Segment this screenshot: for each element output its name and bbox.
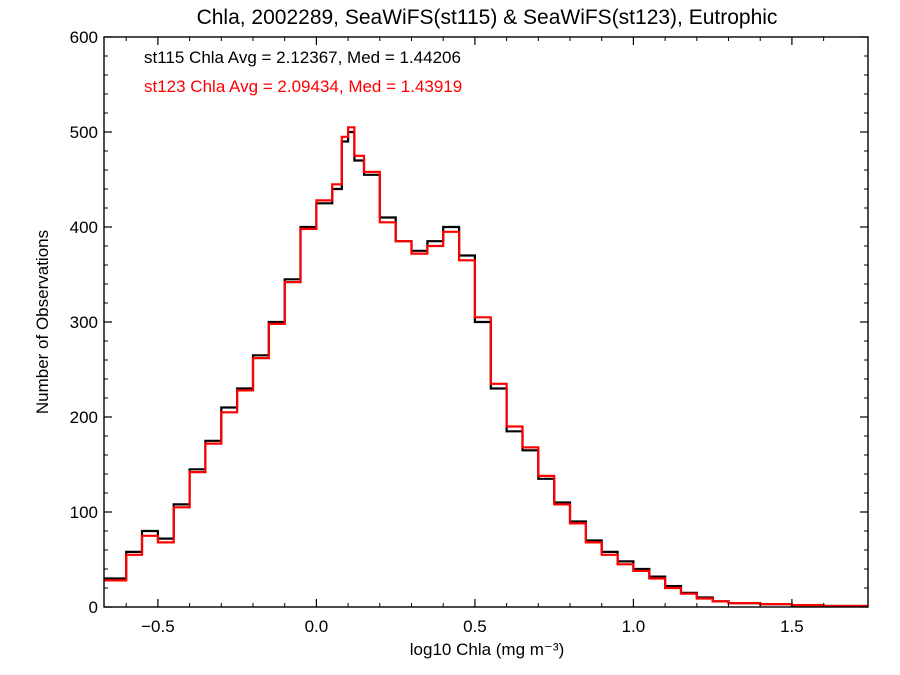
y-tick-label: 300 bbox=[70, 313, 98, 332]
x-tick-label: −0.5 bbox=[141, 617, 175, 636]
x-axis-label: log10 Chla (mg m⁻³) bbox=[410, 640, 564, 659]
series-layer bbox=[104, 126, 868, 608]
series-line-2 bbox=[104, 126, 868, 608]
annotation-st115: st115 Chla Avg = 2.12367, Med = 1.44206 bbox=[144, 48, 461, 67]
plot-frame bbox=[103, 36, 869, 608]
y-axis-label: Number of Observations bbox=[33, 230, 52, 414]
x-tick-label: 0.5 bbox=[463, 617, 487, 636]
series-line-1 bbox=[104, 130, 868, 608]
y-tick-label: 600 bbox=[70, 28, 98, 47]
y-tick-label: 400 bbox=[70, 218, 98, 237]
x-tick-label: 0.0 bbox=[305, 617, 329, 636]
chart-title: Chla, 2002289, SeaWiFS(st115) & SeaWiFS(… bbox=[197, 6, 778, 29]
y-tick-label: 100 bbox=[70, 503, 98, 522]
x-tick-label: 1.5 bbox=[780, 617, 804, 636]
y-tick-label: 500 bbox=[70, 123, 98, 142]
axis-layer: −0.5 0.0 0.5 1.0 1.5 0 100 200 300 400 500 600 bbox=[70, 28, 868, 636]
y-tick-label: 200 bbox=[70, 408, 98, 427]
x-tick-label: 1.0 bbox=[622, 617, 646, 636]
y-tick-label: 0 bbox=[89, 598, 98, 617]
annotation-st123: st123 Chla Avg = 2.09434, Med = 1.43919 bbox=[144, 77, 462, 96]
